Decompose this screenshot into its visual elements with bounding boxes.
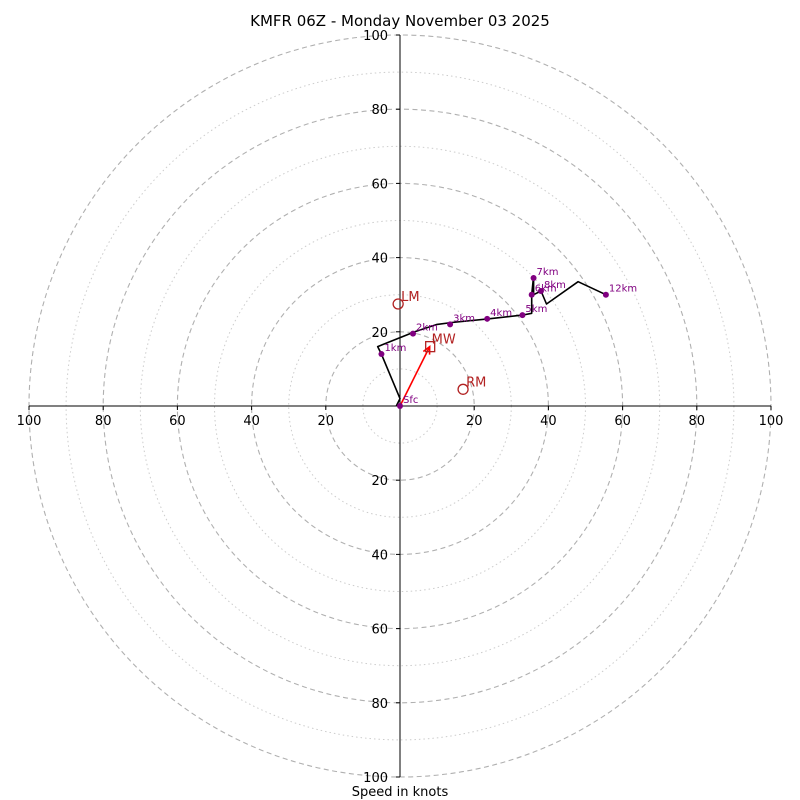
height-point-2km	[409, 330, 416, 337]
height-point-5km	[519, 312, 526, 319]
height-point-1km	[378, 351, 385, 358]
x-tick-label: 80	[689, 414, 706, 429]
height-point-sfc	[397, 403, 403, 409]
height-label-1km: 1km	[384, 343, 406, 354]
y-tick-label-up: 60	[371, 177, 388, 192]
rm-marker	[457, 383, 469, 395]
y-tick-label-up: 20	[371, 326, 388, 341]
height-label-5km: 5km	[525, 304, 547, 315]
x-tick-label: 80	[95, 414, 112, 429]
y-tick-label-down: 20	[371, 474, 388, 489]
x-axis-label: Speed in knots	[352, 785, 449, 800]
y-tick-label-down: 60	[371, 623, 388, 638]
rm-label: RM	[466, 375, 486, 390]
height-label-3km: 3km	[453, 313, 475, 324]
x-tick-label: 40	[243, 414, 260, 429]
height-label-2km: 2km	[416, 323, 438, 334]
height-label-sfc: Sfc	[403, 395, 418, 406]
tick-labels: 100 80 60 40 20 20 40 60 80 100 20 40 60 80 100 20 40 60 8…	[17, 29, 784, 786]
y-tick-label-up: 40	[371, 252, 388, 267]
height-label-12km: 12km	[609, 284, 637, 295]
x-tick-label: 100	[17, 414, 42, 429]
y-tick-label-down: 40	[371, 548, 388, 563]
mw-label: MW	[432, 333, 456, 348]
mean-wind-vector	[399, 346, 431, 407]
y-tick-label-up: 80	[371, 103, 388, 118]
chart-title: KMFR 06Z - Monday November 03 2025	[250, 12, 550, 30]
x-tick-label: 60	[614, 414, 631, 429]
lm-marker	[392, 298, 404, 310]
mw-marker	[425, 340, 436, 353]
x-tick-label: 100	[759, 414, 784, 429]
y-tick-label-up: 100	[363, 29, 388, 44]
y-tick-label-down: 100	[363, 771, 388, 786]
lm-label: LM	[401, 290, 419, 305]
height-label-7km: 7km	[537, 267, 559, 278]
y-tick-label-down: 80	[371, 697, 388, 712]
height-label-4km: 4km	[490, 308, 512, 319]
height-point-4km	[484, 315, 491, 322]
height-label-6km: 6km	[535, 284, 557, 295]
height-point-8km	[537, 287, 544, 294]
x-tick-label: 60	[169, 414, 186, 429]
x-tick-label: 20	[318, 414, 335, 429]
x-tick-label: 40	[540, 414, 557, 429]
height-point-6km	[528, 291, 535, 298]
x-tick-label: 20	[466, 414, 483, 429]
height-point-12km	[602, 291, 609, 298]
storm-motion-markers: LM RM MW	[392, 290, 486, 395]
height-point-7km	[530, 275, 537, 282]
height-label-8km: 8km	[544, 280, 566, 291]
height-points: Sfc 1km 2km 3km 4km 5km 6km 7km 8km 12km	[378, 267, 637, 409]
height-point-3km	[447, 321, 454, 328]
